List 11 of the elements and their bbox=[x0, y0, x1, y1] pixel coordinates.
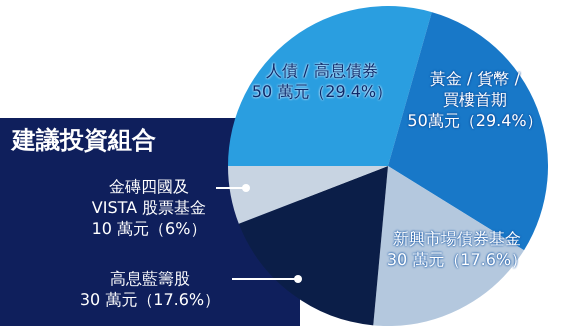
text: 建議投資組合 bbox=[12, 125, 156, 156]
slice-label: 人債 / 高息債券 bbox=[265, 60, 379, 81]
data-label: 30 萬元（17.6%） bbox=[78, 289, 222, 310]
slice-label: 新興市場債券基金 bbox=[392, 228, 522, 249]
slice-label: 黃金 / 貨幣 / 買樓首期 bbox=[428, 68, 522, 110]
data-label: 30 萬元（17.6%） bbox=[386, 249, 528, 270]
data-label: 50 萬元（29.4%） bbox=[250, 81, 394, 102]
slice-label: 金磚四國及 VISTA 股票基金 bbox=[90, 176, 208, 218]
slice-label: 高息藍籌股 bbox=[109, 268, 191, 289]
data-label: 10 萬元（6%） bbox=[90, 218, 208, 239]
data-label: 50萬元（29.4%） bbox=[406, 110, 544, 131]
